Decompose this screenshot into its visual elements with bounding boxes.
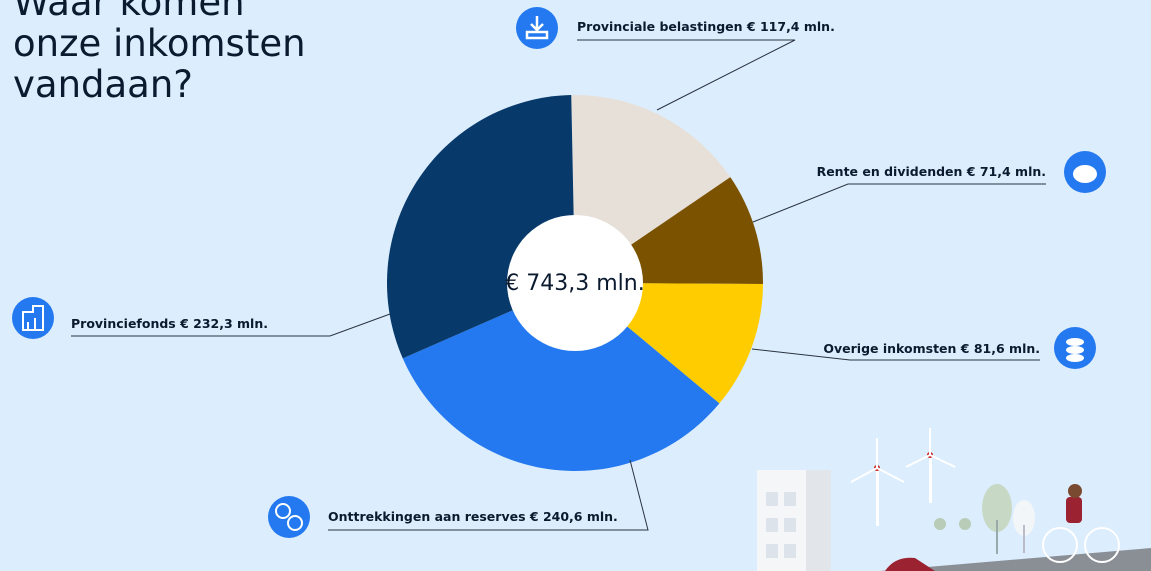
- category-name: Provinciale belastingen: [577, 19, 743, 34]
- leader-line: [752, 183, 1046, 223]
- chart-title: Waar komen onze inkomsten vandaan?: [13, 0, 306, 106]
- center-label: € 743,3 mln.: [505, 271, 644, 296]
- value-label: € 240,6 mln.: [529, 509, 618, 524]
- value-label: € 71,4 mln.: [966, 164, 1046, 179]
- slice-label: Provinciefonds € 232,3 mln.: [71, 316, 268, 331]
- leader-line: [577, 39, 796, 111]
- pie-slice: [402, 283, 720, 471]
- slice-label: Provinciale belastingen € 117,4 mln.: [577, 19, 835, 34]
- donut-hole: [507, 215, 643, 351]
- category-name: Rente en dividenden: [817, 164, 963, 179]
- slice-label: Overige inkomsten € 81,6 mln.: [823, 341, 1040, 356]
- slice-label: Onttrekkingen aan reserves € 240,6 mln.: [328, 509, 618, 524]
- value-label: € 232,3 mln.: [179, 316, 268, 331]
- value-label: € 81,6 mln.: [960, 341, 1040, 356]
- leader-line: [328, 459, 649, 531]
- illustration: [757, 428, 1151, 571]
- category-name: Overige inkomsten: [823, 341, 956, 356]
- icons: [12, 7, 1106, 538]
- category-name: Provinciefonds: [71, 316, 176, 331]
- value-label: € 117,4 mln.: [746, 19, 835, 34]
- category-name: Onttrekkingen aan reserves: [328, 509, 526, 524]
- leader-line: [71, 313, 391, 337]
- leader-line: [751, 348, 1040, 361]
- slice-label: Rente en dividenden € 71,4 mln.: [817, 164, 1046, 179]
